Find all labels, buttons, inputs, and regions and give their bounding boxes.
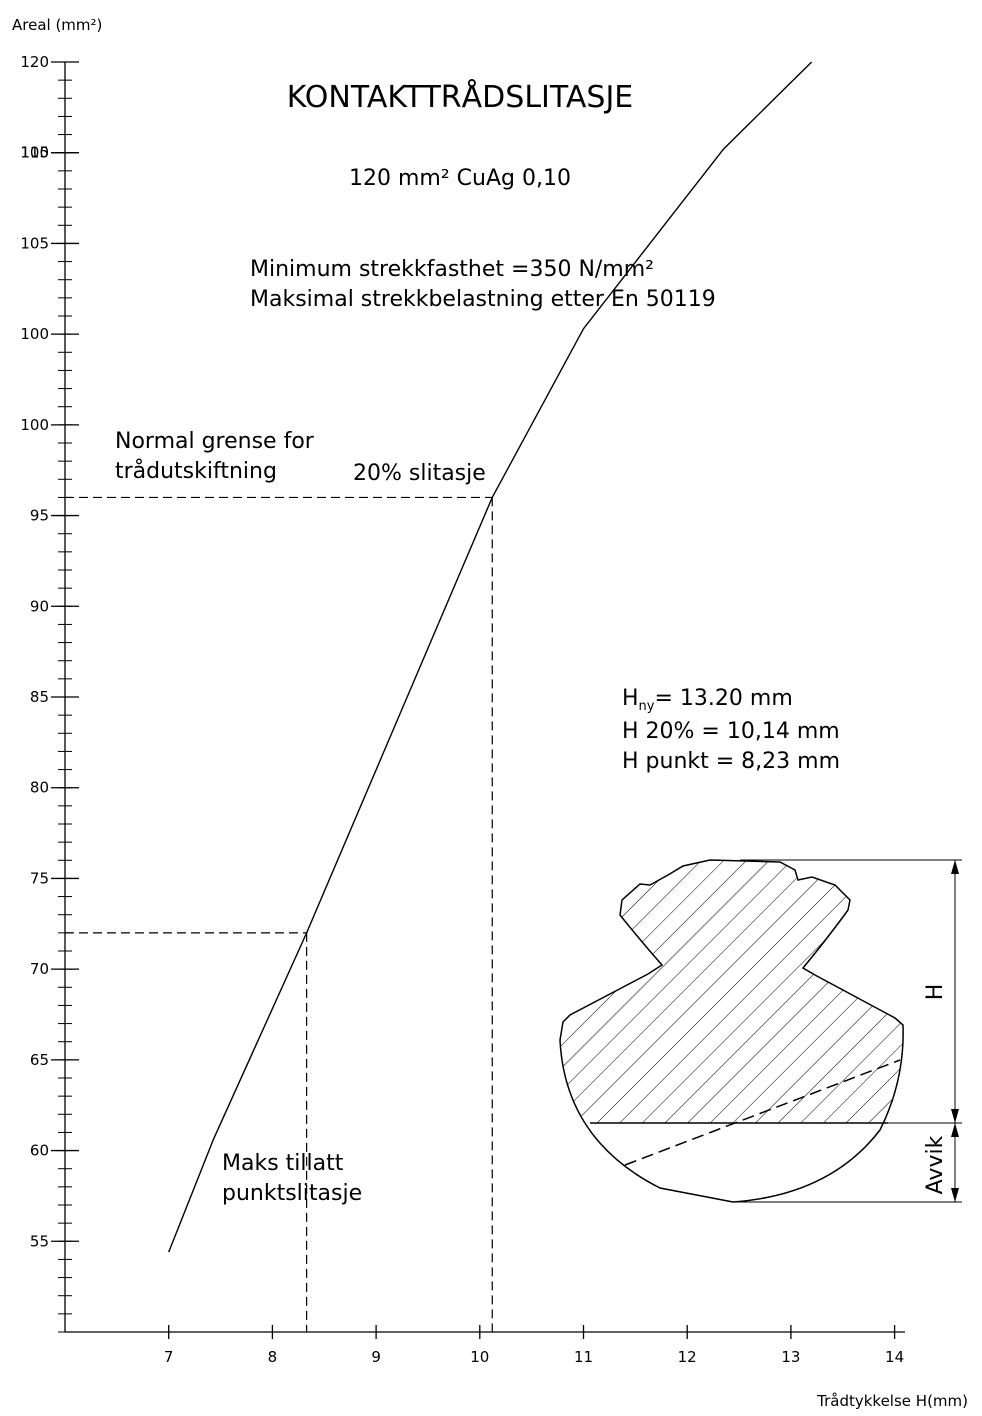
- y-tick-label: 85: [30, 688, 49, 706]
- info-text: = 13.20 mm: [654, 686, 792, 711]
- info-text: H: [622, 686, 639, 711]
- x-tick-label: 9: [371, 1348, 381, 1366]
- x-tick-label: 14: [885, 1348, 904, 1366]
- y-tick-label: 95: [30, 507, 49, 525]
- dim-label: Avvik: [923, 1135, 948, 1194]
- y-tick-label: 70: [30, 960, 49, 978]
- y-tick-label: 100: [20, 325, 49, 343]
- subtitle: 120 mm² CuAg 0,10: [349, 166, 571, 191]
- y-tick-label: 65: [30, 1051, 49, 1069]
- annotation: punktslitasje: [222, 1181, 362, 1206]
- annotation: Maks tillatt: [222, 1151, 344, 1176]
- annotation: trådutskiftning: [115, 458, 277, 484]
- x-tick-label: 8: [268, 1348, 278, 1366]
- curve: [168, 61, 813, 1253]
- chart-title: KONTAKTTRÅDSLITASJE: [287, 79, 634, 115]
- x-tick-label: 11: [574, 1348, 593, 1366]
- y-tick-label: 60: [30, 1142, 49, 1160]
- x-tick-label: 12: [678, 1348, 697, 1366]
- y-tick-label: 75: [30, 869, 49, 887]
- y-tick-label: 120: [20, 53, 49, 71]
- y-tick-label: 115: [20, 144, 49, 162]
- note: Maksimal strekkbelastning etter En 50119: [250, 287, 716, 312]
- note: Minimum strekkfasthet =350 N/mm²: [250, 257, 654, 282]
- slant-line: [624, 1059, 901, 1166]
- dim-label: H: [923, 984, 948, 1001]
- y-tick-label: 100: [20, 416, 49, 434]
- y-tick-label: 80: [30, 779, 49, 797]
- info-line: Hny= 13.20 mm: [622, 686, 793, 714]
- hatch: [560, 860, 904, 1123]
- info-sub: ny: [639, 699, 655, 714]
- x-axis-label: Trådtykkelse H(mm): [816, 1392, 968, 1410]
- y-tick-label: 90: [30, 597, 49, 615]
- x-tick-label: 10: [470, 1348, 489, 1366]
- annotation: Normal grense for: [115, 429, 315, 454]
- profile: [559, 859, 962, 1203]
- y-tick-label: 55: [30, 1232, 49, 1250]
- arrows: [951, 860, 959, 1202]
- y-tick-label: 105: [20, 234, 49, 252]
- y-tick-label: 100: [20, 144, 49, 162]
- x-tick-label: 13: [781, 1348, 800, 1366]
- annotation: 20% slitasje: [353, 461, 486, 486]
- x-tick-label: 7: [164, 1348, 174, 1366]
- info-line: H punkt = 8,23 mm: [622, 749, 840, 774]
- y-axis-label: Areal (mm²): [12, 16, 102, 34]
- info-line: H 20% = 10,14 mm: [622, 719, 840, 744]
